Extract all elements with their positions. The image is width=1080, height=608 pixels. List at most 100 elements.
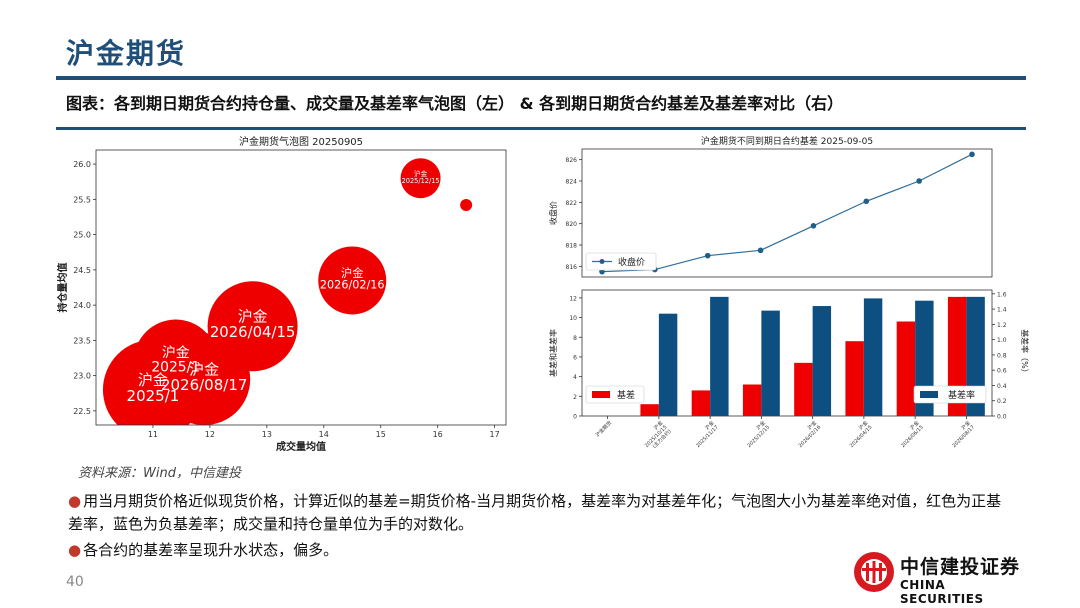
- x-tick-label: 沪金2025/10/15(主力合约): [639, 419, 673, 453]
- x-tick-label: 沪金2025/12/15: [741, 419, 771, 449]
- legend-swatch-basis: [592, 391, 610, 398]
- legend-box: [585, 252, 657, 271]
- y2-tick-label: 1.2: [997, 322, 1007, 329]
- close-price-line-chart: 沪金期货不同到期日合约基差 2025-09-05 816 818 820 822 824 8…: [548, 135, 993, 278]
- y-tick-label: 0: [573, 414, 577, 421]
- basis-rate-bar: [761, 310, 780, 416]
- basis-rate-bar: [812, 306, 832, 416]
- legend-marker: [599, 259, 605, 264]
- y2-tick-label: 0.8: [997, 352, 1007, 359]
- y-tick-label: 12: [569, 295, 577, 302]
- bubble: [460, 199, 473, 211]
- close-price-point: [916, 178, 922, 184]
- y-tick-label: 816: [566, 264, 578, 271]
- y-tick-label: 826: [566, 157, 578, 164]
- logo-english-name: CHINA SECURITIES: [900, 578, 984, 606]
- bubble-label: 沪金: [138, 371, 168, 389]
- close-price-point: [969, 151, 975, 158]
- y-tick-label: 824: [566, 179, 578, 186]
- page-number: 40: [66, 574, 84, 590]
- bubble-label: 沪金: [238, 308, 268, 326]
- source-note: 资料来源：Wind，中信建投: [78, 466, 241, 481]
- legend-swatch-basis-rate: [920, 391, 938, 398]
- x-tick-label: 14: [319, 430, 329, 439]
- citic-logo-icon: [854, 552, 894, 592]
- y2-tick-label: 0.6: [997, 368, 1007, 375]
- x-tick-label: 沪金2026/06/15: [895, 419, 925, 449]
- figure-caption: 图表：各到期日期货合约持仓量、成交量及基差率气泡图（左） & 各到期日期货合约基…: [66, 94, 844, 113]
- bullet-dot: ●: [68, 492, 82, 510]
- bubble-chart: 沪金期货气泡图 20250905沪金2025/1沪金2025/1沪金2026/0…: [56, 135, 507, 453]
- x-tick-label: 11: [148, 430, 158, 439]
- y2-tick-label: 1.0: [997, 337, 1007, 344]
- bubble-label: 沪金: [341, 266, 363, 280]
- y2-tick-label: 0.4: [997, 383, 1007, 390]
- y-tick-label: 2: [573, 394, 577, 401]
- bullet-text: 用当月期货价格近似现货价格，计算近似的基差=期货价格-当月期货价格，基差率为对基…: [68, 492, 1002, 533]
- x-tick-label: 沪金2026/08/17: [946, 419, 976, 449]
- bubble-label: 沪金: [189, 360, 219, 378]
- bullet-1: ● 用当月期货价格近似现货价格，计算近似的基差=期货价格-当月期货价格，基差率为对…: [68, 490, 1013, 536]
- chart-title: 沪金期货不同到期日合约基差 2025-09-05: [701, 135, 873, 147]
- y-tick-label: 25.5: [73, 195, 91, 204]
- x-tick-label: 沪金2026/04/15: [844, 419, 874, 449]
- y-tick-label: 8: [573, 335, 577, 342]
- y-tick-label: 820: [566, 221, 578, 228]
- bullet-text: 各合约的基差率呈现升水状态，偏多。: [83, 541, 339, 559]
- legend-box: [913, 385, 987, 404]
- x-tick-label-line: 沪金期货: [594, 419, 613, 438]
- y-tick-label: 6: [573, 354, 577, 361]
- y-tick-label: 25.0: [73, 231, 91, 240]
- bubble: [400, 158, 441, 199]
- plot-frame: [581, 289, 993, 417]
- logo-chinese-name: 中信建投证券: [900, 556, 1021, 578]
- basis-bar: [742, 384, 762, 416]
- page-title: 沪金期货: [66, 37, 187, 70]
- y-tick-label: 818: [566, 243, 578, 250]
- legend-box: [585, 385, 645, 404]
- y-axis-label: 收盘价: [548, 201, 558, 225]
- y2-tick-label: 0.2: [997, 398, 1007, 405]
- plot-frame: [95, 149, 507, 426]
- close-price-point: [810, 223, 817, 229]
- x-tick-label: 沪金2026/02/16: [793, 419, 823, 449]
- x-tick-label: 沪金期货: [594, 419, 613, 438]
- legend-label: 收盘价: [618, 256, 645, 268]
- bubble-group: 沪金2025/1沪金2025/1沪金2026/08/17沪金2026/04/15…: [102, 158, 473, 425]
- basis-bar: [691, 390, 711, 416]
- bubble-label: 2026/02/16: [320, 279, 385, 292]
- close-price-line: [601, 153, 973, 273]
- y-tick-label: 23.5: [73, 336, 91, 345]
- title-divider: [56, 76, 1026, 80]
- basis-bar: [896, 321, 916, 416]
- y-axis-label: 基差和基差率: [548, 329, 558, 377]
- basis-bar: [845, 341, 864, 416]
- x-tick-label: 沪金2025/11/17: [690, 419, 720, 449]
- x-tick-label: 16: [433, 430, 443, 439]
- legend-label: 基差率: [948, 389, 975, 401]
- legend-label: 基差: [617, 389, 635, 401]
- basis-bar-chart: 0 2 4 6 8 10 12 0.0 0.2 0.4 0.6 0.8 1.0 1.2 1.4 1.6 沪金期货…: [548, 289, 1030, 453]
- basis-rate-bar: [863, 298, 883, 416]
- close-price-point: [863, 198, 870, 205]
- basis-bar: [794, 362, 813, 416]
- x-tick-label: 13: [262, 430, 272, 439]
- y-tick-label: 822: [566, 200, 578, 207]
- x-tick-label: 17: [490, 430, 500, 439]
- y2-tick-label: 1.6: [997, 291, 1007, 298]
- bubble-label: 沪金: [162, 345, 190, 361]
- y-tick-label: 26.0: [73, 160, 91, 169]
- bubble-label: 2025/1: [151, 360, 200, 376]
- x-tick-label: 15: [376, 430, 386, 439]
- caption-divider: [56, 127, 1026, 130]
- bubble-label: 2025/12/15: [402, 177, 440, 185]
- x-axis-label: 成交量均值: [276, 440, 326, 453]
- y-tick-label: 22.5: [73, 407, 91, 416]
- plot-frame: [581, 148, 993, 278]
- bubble-label: 2026/04/15: [210, 323, 296, 341]
- y2-tick-label: 0.0: [997, 414, 1007, 421]
- y-tick-label: 23.0: [73, 372, 91, 381]
- bullet-2: ● 各合约的基差率呈现升水状态，偏多。: [68, 539, 1013, 562]
- basis-rate-bar: [658, 313, 678, 416]
- basis-bar: [640, 404, 659, 416]
